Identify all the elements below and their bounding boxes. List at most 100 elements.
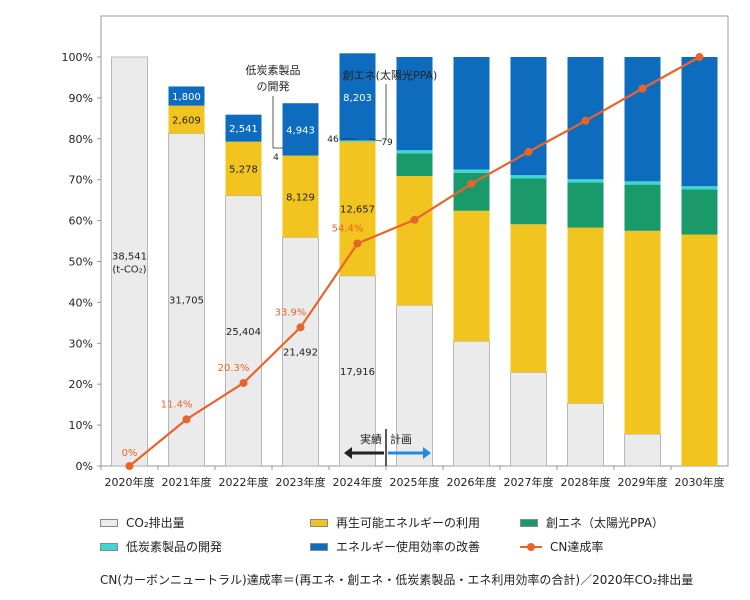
cn-rate-label: 33.9% [275, 307, 307, 318]
actual-arrow-head [344, 447, 352, 459]
annotation-value-2023: 4 [273, 153, 279, 163]
bar-segment [567, 403, 604, 467]
cn-rate-point [581, 116, 590, 125]
y-tick-label: 20% [69, 378, 93, 391]
bar-segment [681, 234, 718, 466]
stacked-bar-chart: 0%10%20%30%40%50%60%70%80%90%100%2020年度 2… [62, 15, 729, 489]
bar-value-label: 1,800 [172, 92, 201, 103]
legend-swatch-cn-rate [520, 542, 542, 552]
annotation-low-carbon-2: の開発 [257, 79, 290, 93]
plan-label: 計画 [390, 432, 412, 446]
annotation-leader [368, 138, 383, 142]
x-tick-label: 2029年度 [618, 475, 668, 489]
x-tick-label: 2021年度 [162, 475, 212, 489]
annotation-value-2024-left: 46 [327, 135, 339, 145]
x-tick-label: 2027年度 [504, 475, 554, 489]
bar-segment [225, 114, 262, 142]
cn-rate-point [182, 415, 191, 424]
bar-value-label: 8,129 [286, 192, 315, 203]
x-tick-label: 2024年度 [333, 475, 383, 489]
bar-segment [168, 86, 205, 106]
bar-segment [510, 178, 547, 225]
cn-rate-point [353, 239, 362, 248]
bar-segment [624, 57, 661, 182]
legend-item-pv: 創エネ（太陽光PPA） [520, 514, 664, 531]
bar-value-label: 21,492 [283, 348, 318, 359]
bar-segment [396, 150, 433, 154]
bar-segment [624, 433, 661, 467]
bar-segment [453, 210, 490, 342]
x-tick-label: 2025年度 [390, 475, 440, 489]
bar-segment [510, 371, 547, 467]
legend-swatch-co2 [100, 518, 118, 527]
bar-value-label: 12,657 [340, 205, 375, 216]
annotation-low-carbon-1: 低炭素製品 [246, 63, 301, 77]
bar-segment [168, 105, 205, 134]
cn-rate-label: 11.4% [161, 399, 193, 410]
cn-rate-point [467, 179, 476, 188]
bar-segment [396, 57, 433, 151]
legend-item-co2: CO₂排出量 [100, 514, 185, 531]
legend-swatch-renewable [310, 518, 328, 527]
bar-segment [453, 57, 490, 170]
legend-swatch-low-carbon [100, 542, 118, 551]
cn-rate-label: 20.3% [218, 363, 250, 374]
bar-segment [681, 186, 718, 190]
x-tick-label: 2020年度 [105, 475, 155, 489]
y-tick-label: 30% [69, 337, 93, 350]
cn-rate-point [524, 147, 533, 156]
legend-label-low-carbon: 低炭素製品の開発 [126, 540, 223, 554]
bar-segment [681, 189, 718, 235]
legend-item-efficiency: エネルギー使用効率の改善 [310, 538, 480, 555]
legend-item-low-carbon: 低炭素製品の開発 [100, 538, 222, 555]
bar-segment [282, 103, 319, 156]
y-tick-label: 60% [69, 215, 93, 228]
x-tick-label: 2030年度 [675, 475, 725, 489]
bar-segment [453, 340, 490, 467]
footer-formula: CN(カーボンニュートラル)達成率＝(再エネ・創エネ・低炭素製品・エネ利用効率の… [100, 573, 694, 587]
cn-rate-point [296, 323, 305, 332]
bar-value-label: 5,278 [229, 165, 258, 176]
legend-label-co2: CO₂排出量 [126, 516, 185, 530]
legend-label-efficiency: エネルギー使用効率の改善 [336, 540, 481, 554]
bar-value-label: 17,916 [340, 367, 375, 378]
bar-segment [681, 57, 718, 187]
legend-swatch-pv [520, 518, 538, 527]
x-tick-label: 2026年度 [447, 475, 497, 489]
cn-rate-point [125, 462, 134, 470]
bar-segment [396, 304, 433, 467]
bar-value-label: (t-CO₂) [112, 265, 146, 276]
bar-segment [396, 176, 433, 306]
bar-value-label: 2,541 [229, 124, 258, 135]
bar-segment [339, 275, 376, 467]
bar-segment [396, 153, 433, 177]
bar-value-label: 8,203 [343, 93, 372, 104]
x-tick-label: 2023年度 [276, 475, 326, 489]
x-tick-label: 2022年度 [219, 475, 269, 489]
bar-segment [453, 169, 490, 173]
annotation-value-2024-right: 79 [381, 138, 393, 148]
bar-segment [282, 236, 319, 467]
cn-rate-point [695, 53, 704, 61]
bar-segment [111, 56, 148, 467]
actual-label: 実績 [360, 432, 382, 446]
bar-segment [225, 195, 262, 467]
x-tick-label: 2028年度 [561, 475, 611, 489]
bar-segment [510, 175, 547, 179]
bar-segment [567, 182, 604, 228]
legend-item-cn-rate: CN達成率 [520, 538, 603, 555]
bar-segment [624, 230, 661, 435]
y-tick-label: 90% [69, 92, 93, 105]
bar-segment [567, 227, 604, 404]
bar-segment [339, 140, 376, 142]
y-tick-label: 100% [62, 51, 93, 64]
bar-segment [339, 53, 376, 141]
cn-rate-label: 0% [122, 448, 138, 459]
legend-label-renewable: 再生可能エネルギーの利用 [336, 516, 481, 530]
annotation-pv: 創エネ(太陽光PPA) [343, 68, 438, 82]
y-tick-label: 70% [69, 174, 93, 187]
bar-value-label: 2,609 [172, 116, 201, 127]
bar-value-label: 4,943 [286, 125, 315, 136]
cn-rate-point [239, 378, 248, 387]
bar-segment [510, 57, 547, 176]
